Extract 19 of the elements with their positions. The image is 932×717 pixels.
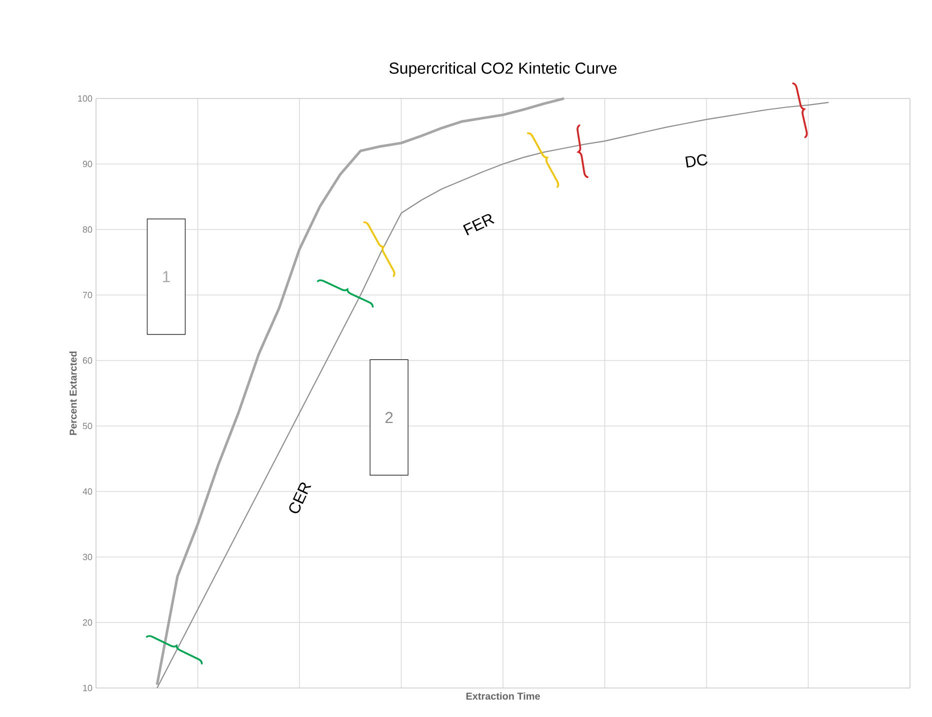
line-series — [156, 97, 566, 686]
text: 1 — [163, 271, 170, 282]
y-tick-label: 90 — [82, 160, 92, 168]
y-tick-label: 80 — [82, 226, 92, 233]
y-axis-title: Percent Extarcted — [69, 352, 77, 435]
y-tick-label: 30 — [82, 554, 92, 560]
text: 2 — [385, 412, 393, 424]
y-tick-label: 40 — [82, 488, 92, 495]
y-tick-label: 60 — [82, 357, 92, 364]
chart-title: Supercritical CO2 Kintetic Curve — [389, 62, 617, 77]
y-tick-label: 10 — [83, 684, 92, 692]
y-tick-label: 20 — [82, 619, 92, 626]
annotation: CER — [289, 482, 312, 514]
x-axis-title: Extraction Time — [466, 692, 540, 700]
y-tick-label: 100 — [78, 95, 92, 102]
annotation: FER — [463, 214, 495, 236]
annotation: DC — [685, 154, 708, 168]
y-tick-label: 70 — [82, 292, 92, 298]
y-tick-label: 50 — [82, 422, 92, 430]
